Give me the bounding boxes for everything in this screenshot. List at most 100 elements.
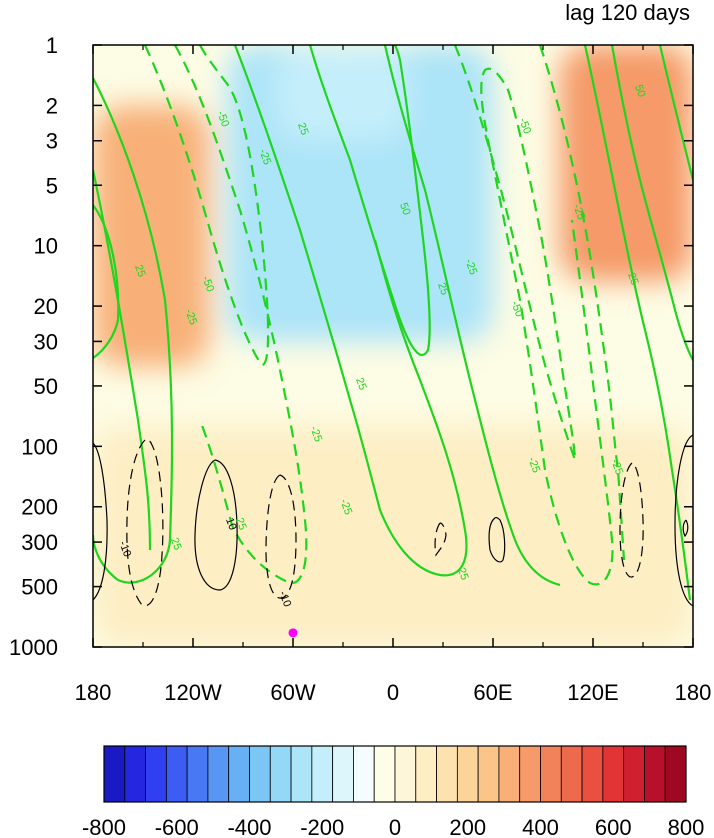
colorbar-swatch xyxy=(353,745,375,803)
contour-label: -25 xyxy=(256,147,273,166)
y-tick-label: 20 xyxy=(34,294,58,319)
colorbar-swatch xyxy=(228,745,250,803)
colorbar-swatch xyxy=(249,745,271,803)
y-tick-label: 1 xyxy=(46,33,58,58)
colorbar-swatch xyxy=(540,745,562,803)
contour-label: -50 xyxy=(516,116,533,135)
green-contour-7 xyxy=(308,45,431,357)
green-contour-13 xyxy=(610,45,693,361)
colorbar-swatch xyxy=(165,745,188,803)
green-contour-1 xyxy=(93,77,174,584)
green-contour-5 xyxy=(174,45,308,585)
x-tick-label: 120W xyxy=(164,680,222,705)
shade-positive-upper-east xyxy=(559,45,693,282)
x-tick-label: 180 xyxy=(75,680,112,705)
y-tick-label: 200 xyxy=(21,495,58,520)
green-contour-11 xyxy=(538,45,626,561)
colorbar-swatch xyxy=(332,745,354,803)
x-tick-label: 60E xyxy=(473,680,512,705)
y-tick-label: 100 xyxy=(21,434,58,459)
contour-label: -10 xyxy=(116,539,133,558)
y-tick-label: 1000 xyxy=(9,635,58,660)
chart-title: lag 120 days xyxy=(565,0,690,25)
contour-label: -25 xyxy=(182,307,199,326)
colorbar-swatch xyxy=(664,745,687,803)
colorbar-swatch xyxy=(519,745,541,803)
colorbar-swatch xyxy=(311,745,334,803)
contour-label: -50 xyxy=(214,109,231,128)
green-contour-6 xyxy=(233,45,468,577)
contour-label: 25 xyxy=(233,516,248,532)
colorbar: -800 -600 -400 -200 0 200 400 600 800 xyxy=(82,745,705,838)
green-contour-2 xyxy=(93,169,152,551)
colorbar-label: 200 xyxy=(449,815,486,838)
colorbar-swatch xyxy=(269,745,292,803)
colorbar-swatch xyxy=(103,745,126,803)
colorbar-swatch xyxy=(623,745,645,803)
green-contour-9 xyxy=(453,45,577,461)
colorbar-swatch xyxy=(145,745,167,803)
green-contour-8 xyxy=(383,45,561,587)
green-contours xyxy=(93,45,693,601)
green-contour-10 xyxy=(486,139,614,586)
contour-label: 50 xyxy=(397,201,412,217)
colorbar-swatch xyxy=(456,745,479,803)
contour-labels: -50-25-50-2525-2525-255025-2525-25-5025-… xyxy=(116,83,647,608)
colorbar-swatch xyxy=(124,745,146,803)
colorbar-swatch xyxy=(436,745,458,803)
black-contour-4 xyxy=(265,474,297,599)
colorbar-label: 800 xyxy=(668,815,705,838)
contour-label: 10 xyxy=(223,516,238,532)
shade-negative-upper-core xyxy=(276,45,410,141)
colorbar-label: -800 xyxy=(82,815,126,838)
colorbar-label: -600 xyxy=(155,815,199,838)
colorbar-swatch xyxy=(207,745,230,803)
colorbar-swatch xyxy=(581,745,604,803)
colorbar-swatch xyxy=(415,745,437,803)
colorbar-label: 400 xyxy=(522,815,559,838)
x-tick-label: 60W xyxy=(270,680,315,705)
colorbar-frame xyxy=(103,745,687,803)
x-tick-label: 0 xyxy=(387,680,399,705)
y-tick-label: 50 xyxy=(34,374,58,399)
contour-label: 25 xyxy=(295,121,310,137)
contour-label: -50 xyxy=(199,274,216,293)
contour-label: -25 xyxy=(570,202,587,221)
contour-label: 25 xyxy=(168,536,183,552)
colorbar-swatch xyxy=(560,745,583,803)
black-contour-8 xyxy=(674,434,693,607)
y-tick-label: 5 xyxy=(46,173,58,198)
black-contour-9 xyxy=(682,519,689,538)
contour-label: 25 xyxy=(455,566,470,582)
colorbar-label: -400 xyxy=(227,815,271,838)
colorbar-swatch xyxy=(602,745,625,803)
x-axis: 180 120W 60W 0 60E 120E 180 xyxy=(75,45,712,705)
black-contour-5 xyxy=(434,522,447,557)
contour-label: -25 xyxy=(525,455,542,474)
green-contour-3 xyxy=(93,204,120,359)
y-axis: 1 2 3 5 10 20 30 50 100 200 300 500 1000 xyxy=(9,33,693,660)
y-tick-label: 2 xyxy=(46,93,58,118)
contour-label: 25 xyxy=(625,271,640,287)
colorbar-swatch xyxy=(290,745,313,803)
contour-label: -25 xyxy=(608,457,625,476)
contour-label: 25 xyxy=(132,263,147,279)
colorbar-label: -200 xyxy=(300,815,344,838)
contour-label: -50 xyxy=(508,299,525,318)
colorbar-swatch xyxy=(373,745,396,803)
black-contour-1 xyxy=(126,438,164,607)
colorbar-label: 0 xyxy=(389,815,401,838)
y-tick-label: 300 xyxy=(21,530,58,555)
colorbar-swatch xyxy=(644,745,666,803)
y-tick-label: 30 xyxy=(34,329,58,354)
x-tick-label: 180 xyxy=(675,680,712,705)
green-contour-4 xyxy=(143,45,270,367)
plot-area: -50-25-50-2525-2525-255025-2525-25-5025-… xyxy=(93,45,693,647)
contour-label: -25 xyxy=(462,257,479,276)
location-marker xyxy=(288,628,298,638)
black-contour-3 xyxy=(194,459,238,591)
x-tick-label: 120E xyxy=(567,680,618,705)
black-contour-7 xyxy=(619,462,644,578)
black-contours xyxy=(93,434,693,607)
